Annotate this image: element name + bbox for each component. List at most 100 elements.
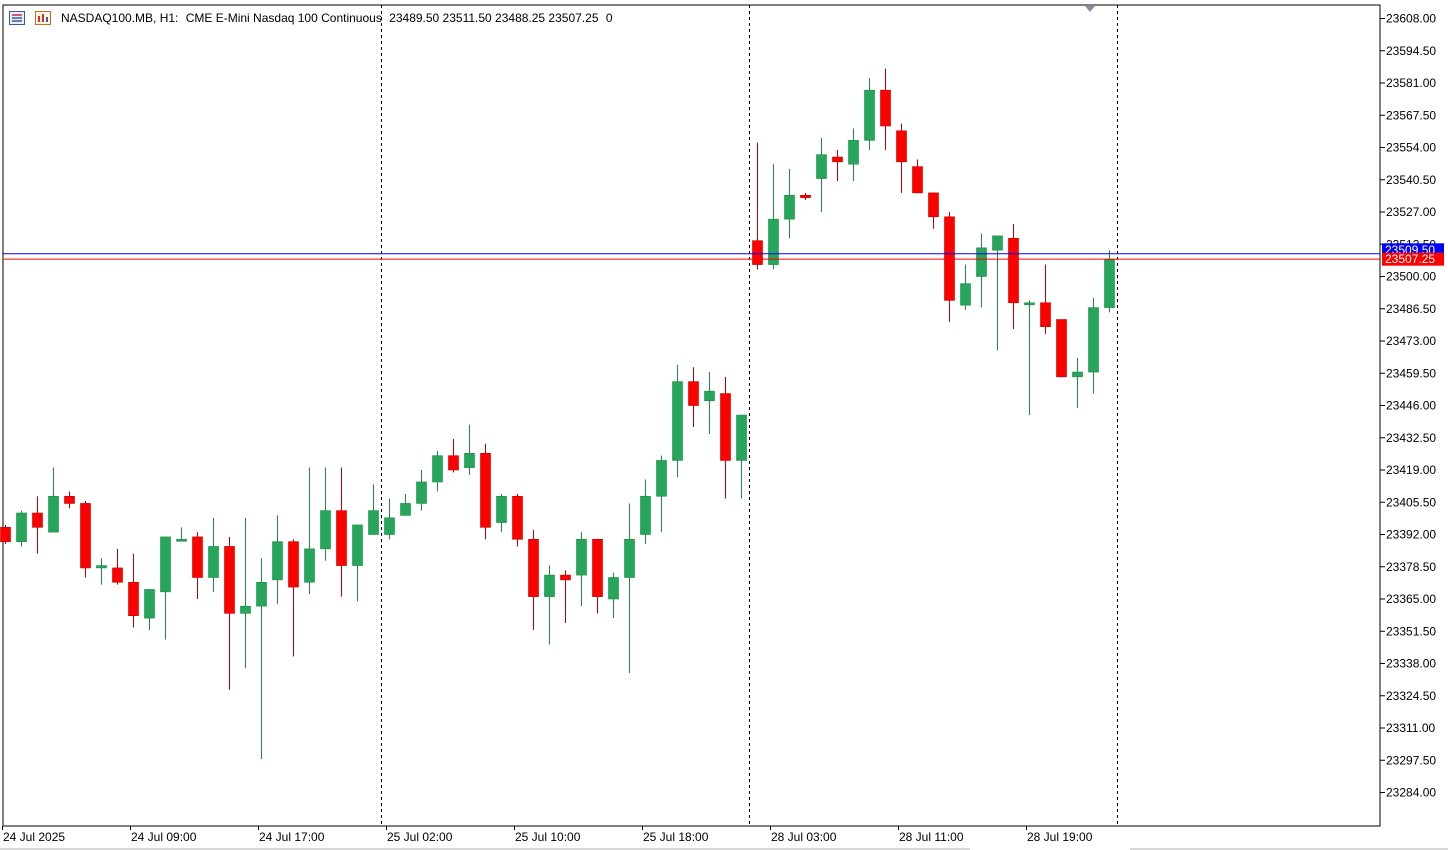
candle-body[interactable] bbox=[784, 194, 795, 220]
y-tick-label: 23581.00 bbox=[1386, 76, 1436, 90]
candle-body[interactable] bbox=[944, 216, 955, 301]
x-tick-label: 25 Jul 18:00 bbox=[643, 830, 709, 844]
candle-body[interactable] bbox=[896, 130, 907, 163]
candle-body[interactable] bbox=[496, 495, 507, 523]
candle-body[interactable] bbox=[352, 524, 363, 566]
candle-body[interactable] bbox=[512, 495, 523, 540]
y-tick-label: 23459.50 bbox=[1386, 366, 1436, 380]
candle-body[interactable] bbox=[272, 541, 283, 581]
y-tick-label: 23324.50 bbox=[1386, 689, 1436, 703]
x-tick-label: 25 Jul 10:00 bbox=[515, 830, 581, 844]
candle-body[interactable] bbox=[208, 546, 219, 578]
y-tick-label: 23540.50 bbox=[1386, 173, 1436, 187]
candle-body[interactable] bbox=[720, 393, 731, 461]
candle-body[interactable] bbox=[816, 154, 827, 179]
candle-body[interactable] bbox=[1040, 302, 1051, 327]
candle-body[interactable] bbox=[1088, 307, 1099, 373]
candle-body[interactable] bbox=[160, 536, 171, 593]
volume-value: 0 bbox=[605, 11, 613, 25]
y-tick-label: 23297.50 bbox=[1386, 753, 1436, 767]
candle-body[interactable] bbox=[288, 541, 299, 588]
candle-body[interactable] bbox=[640, 495, 651, 535]
candle-body[interactable] bbox=[48, 495, 59, 533]
y-tick-label: 23419.00 bbox=[1386, 463, 1436, 477]
x-tick-label: 28 Jul 19:00 bbox=[1027, 830, 1093, 844]
chart-window-icon[interactable] bbox=[35, 11, 51, 25]
candle-body[interactable] bbox=[64, 495, 75, 504]
candle-body[interactable] bbox=[480, 452, 491, 528]
candle-body[interactable] bbox=[224, 546, 235, 614]
y-tick-label: 23486.50 bbox=[1386, 302, 1436, 316]
candle-body[interactable] bbox=[800, 194, 811, 198]
y-tick-label: 23500.00 bbox=[1386, 270, 1436, 284]
candle-body[interactable] bbox=[768, 218, 779, 265]
candle-body[interactable] bbox=[912, 166, 923, 194]
candle-body[interactable] bbox=[368, 510, 379, 535]
y-tick-label: 23284.00 bbox=[1386, 786, 1436, 800]
candle-body[interactable] bbox=[544, 574, 555, 597]
candle-body[interactable] bbox=[32, 512, 43, 528]
x-tick-label: 24 Jul 09:00 bbox=[131, 830, 197, 844]
candle-body[interactable] bbox=[320, 510, 331, 550]
candle-body[interactable] bbox=[592, 538, 603, 597]
candle-body[interactable] bbox=[880, 89, 891, 127]
x-tick-label: 24 Jul 2025 bbox=[3, 830, 65, 844]
candle-body[interactable] bbox=[832, 156, 843, 163]
candle-body[interactable] bbox=[704, 390, 715, 402]
y-tick-label: 23311.00 bbox=[1386, 721, 1435, 735]
y-tick-label: 23392.00 bbox=[1386, 528, 1436, 542]
candle-body[interactable] bbox=[448, 455, 459, 471]
candle-body[interactable] bbox=[864, 89, 875, 141]
y-tick-label: 23554.00 bbox=[1386, 141, 1436, 155]
candle-body[interactable] bbox=[672, 381, 683, 461]
candle-body[interactable] bbox=[400, 503, 411, 516]
candle-body[interactable] bbox=[576, 538, 587, 576]
candle-body[interactable] bbox=[432, 455, 443, 483]
candle-body[interactable] bbox=[608, 577, 619, 600]
candle-body[interactable] bbox=[1072, 371, 1083, 378]
candle-body[interactable] bbox=[560, 574, 571, 581]
candle-body[interactable] bbox=[976, 247, 987, 277]
candle-body[interactable] bbox=[144, 589, 155, 619]
x-tick-label: 28 Jul 11:00 bbox=[899, 830, 964, 844]
candle-body[interactable] bbox=[736, 414, 747, 461]
bid-price-tag: 23507.25 bbox=[1385, 252, 1435, 266]
candle-body[interactable] bbox=[1008, 237, 1019, 304]
candle-body[interactable] bbox=[240, 605, 251, 614]
candle-body[interactable] bbox=[336, 510, 347, 566]
candle-body[interactable] bbox=[112, 567, 123, 583]
candle-body[interactable] bbox=[128, 581, 139, 617]
candle-body[interactable] bbox=[0, 527, 11, 542]
candle-body[interactable] bbox=[1056, 319, 1067, 378]
candle-body[interactable] bbox=[656, 460, 667, 497]
candle-body[interactable] bbox=[176, 538, 187, 542]
candle-body[interactable] bbox=[80, 503, 91, 569]
candle-body[interactable] bbox=[416, 481, 427, 504]
y-tick-label: 23567.50 bbox=[1386, 108, 1436, 122]
symbol-label: NASDAQ100.MB, H1: bbox=[61, 11, 179, 25]
candle-body[interactable] bbox=[960, 283, 971, 306]
candle-body[interactable] bbox=[992, 235, 1003, 251]
candle-body[interactable] bbox=[624, 538, 635, 578]
candle-body[interactable] bbox=[1104, 259, 1115, 308]
candle-body[interactable] bbox=[96, 565, 107, 569]
chart-shift-marker[interactable] bbox=[1085, 6, 1095, 12]
candle-body[interactable] bbox=[1024, 302, 1035, 306]
list-icon[interactable] bbox=[9, 11, 25, 25]
candle-body[interactable] bbox=[304, 548, 315, 583]
candle-body[interactable] bbox=[16, 512, 27, 542]
candle-body[interactable] bbox=[848, 140, 859, 165]
candle-body[interactable] bbox=[752, 240, 763, 265]
candle-body[interactable] bbox=[192, 536, 203, 578]
candle-body[interactable] bbox=[688, 381, 699, 406]
y-tick-label: 23432.50 bbox=[1386, 431, 1436, 445]
symbol-description: CME E-Mini Nasdaq 100 Continuous bbox=[185, 11, 382, 25]
candle-body[interactable] bbox=[928, 192, 939, 218]
candle-body[interactable] bbox=[256, 581, 267, 607]
candle-body[interactable] bbox=[384, 517, 395, 535]
bid-price-tag-bg bbox=[1382, 252, 1444, 266]
candle-body[interactable] bbox=[528, 538, 539, 597]
candle-body[interactable] bbox=[464, 452, 475, 468]
y-tick-label: 23527.00 bbox=[1386, 205, 1436, 219]
